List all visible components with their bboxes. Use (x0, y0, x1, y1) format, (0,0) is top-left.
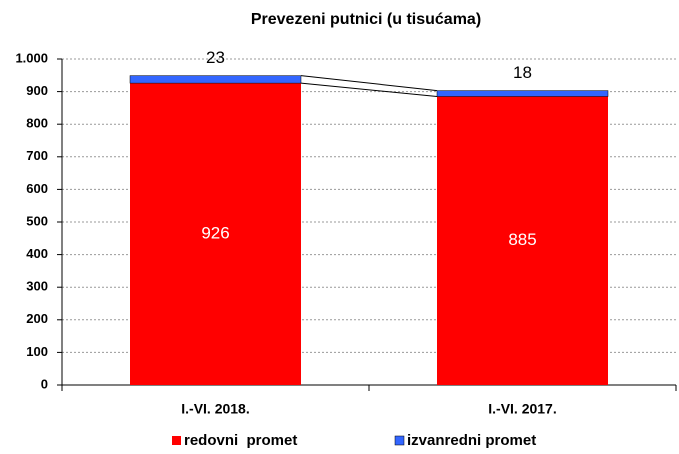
y-tick-label: 200 (26, 311, 48, 326)
data-label: 885 (508, 230, 536, 249)
bar-segment (436, 90, 609, 97)
legend-swatch (394, 435, 405, 446)
legend-swatch (172, 436, 181, 445)
bar-segment (129, 75, 302, 84)
y-tick-label: 1.000 (15, 50, 48, 65)
series-line (300, 82, 438, 97)
y-tick-label: 800 (26, 116, 48, 131)
y-tick-label: 900 (26, 83, 48, 98)
y-tick-label: 500 (26, 213, 48, 228)
y-tick-label: 700 (26, 148, 48, 163)
bar-segment (130, 83, 301, 386)
y-tick-label: 0 (41, 376, 48, 391)
y-tick-label: 600 (26, 181, 48, 196)
y-tick-label: 100 (26, 344, 48, 359)
chart-title: Prevezeni putnici (u tisućama) (251, 11, 481, 28)
y-tick-label: 400 (26, 246, 48, 261)
legend-label: izvanredni promet (407, 432, 536, 449)
series-line (300, 75, 438, 92)
bar-segment (437, 96, 608, 386)
x-tick-label: I.-VI. 2018. (181, 401, 249, 417)
x-tick-label: I.-VI. 2017. (488, 401, 556, 417)
data-label: 23 (206, 48, 225, 67)
y-tick-label: 300 (26, 279, 48, 294)
data-label: 926 (201, 224, 229, 243)
legend-label: redovni promet (184, 432, 297, 449)
data-label: 18 (513, 63, 532, 82)
